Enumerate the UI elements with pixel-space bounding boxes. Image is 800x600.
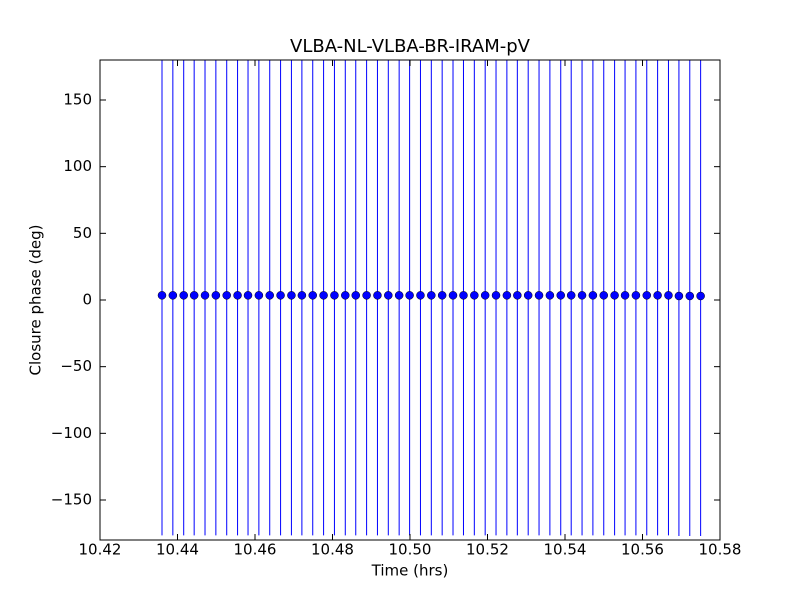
point — [189, 291, 199, 300]
x-tick-label: 10.50 — [389, 541, 432, 559]
point — [588, 291, 598, 300]
point — [179, 291, 188, 300]
chart-title: VLBA-NL-VLBA-BR-IRAM-pV — [290, 36, 531, 57]
point — [200, 291, 210, 300]
x-tick-label: 10.52 — [466, 541, 509, 559]
x-axis-label: Time (hrs) — [371, 562, 449, 580]
point — [211, 291, 221, 300]
point — [642, 291, 652, 300]
point — [351, 291, 360, 300]
point — [674, 291, 684, 301]
point — [480, 291, 490, 300]
point — [297, 291, 307, 300]
x-tick-label: 10.46 — [234, 541, 277, 559]
point — [416, 291, 425, 300]
point — [696, 291, 705, 301]
point — [287, 291, 296, 300]
point — [610, 291, 619, 300]
point — [502, 291, 512, 300]
point — [577, 291, 587, 300]
point — [276, 291, 285, 300]
y-tick-label: 150 — [63, 91, 92, 109]
point — [459, 291, 468, 300]
point — [599, 291, 608, 300]
point — [222, 291, 231, 300]
point — [620, 291, 630, 300]
plot-area — [157, 60, 705, 536]
point — [513, 291, 522, 300]
point — [685, 291, 695, 301]
point — [168, 291, 178, 300]
point — [341, 291, 350, 300]
point — [243, 291, 253, 300]
point — [319, 291, 328, 300]
y-tick-label: 100 — [63, 157, 92, 175]
point — [373, 291, 382, 300]
x-tick-label: 10.44 — [156, 541, 199, 559]
point — [470, 291, 479, 300]
x-tick-label: 10.42 — [79, 541, 122, 559]
x-tick-label: 10.48 — [311, 541, 354, 559]
point — [491, 291, 501, 300]
point — [566, 291, 576, 300]
y-tick-label: −50 — [60, 357, 92, 375]
point — [157, 291, 167, 300]
point — [394, 291, 404, 300]
point — [534, 291, 544, 300]
point — [448, 291, 458, 300]
y-axis-label: Closure phase (deg) — [27, 225, 45, 376]
point — [330, 291, 339, 300]
point — [631, 291, 641, 300]
point — [362, 291, 371, 300]
point — [384, 291, 393, 300]
point — [653, 291, 662, 300]
point — [427, 291, 436, 300]
point — [523, 291, 533, 300]
y-tick-label: −150 — [51, 491, 92, 509]
x-tick-label: 10.54 — [544, 541, 587, 559]
point — [233, 291, 242, 300]
point — [545, 291, 555, 300]
point — [437, 291, 447, 300]
y-tick-label: 50 — [73, 224, 92, 242]
point — [405, 291, 414, 300]
point — [308, 291, 317, 300]
y-tick-label: 0 — [82, 291, 92, 309]
y-tick-label: −100 — [51, 424, 92, 442]
x-tick-label: 10.56 — [621, 541, 664, 559]
point — [664, 291, 673, 300]
x-tick-label: 10.58 — [699, 541, 742, 559]
point — [556, 291, 565, 300]
point — [254, 291, 264, 300]
point — [265, 291, 274, 300]
